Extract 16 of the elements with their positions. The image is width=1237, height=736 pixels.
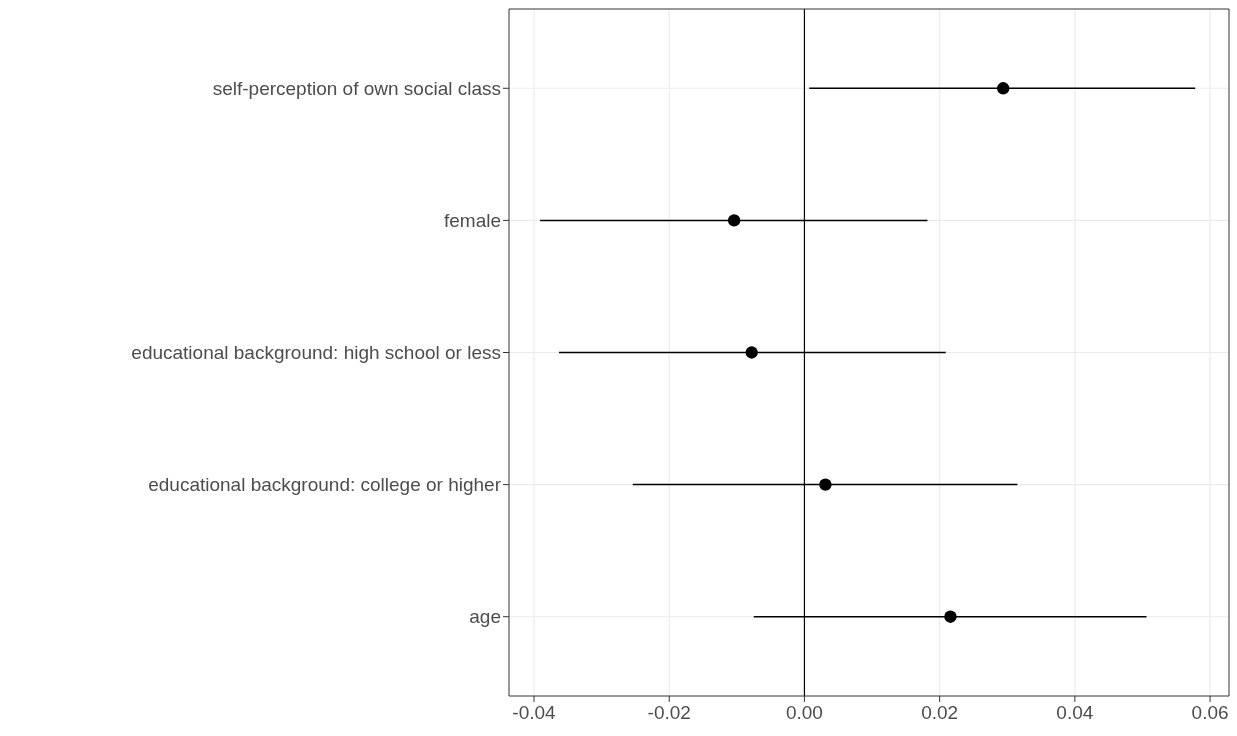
y-tick-label: educational background: college or higher <box>148 474 502 496</box>
y-tick-label: self-perception of own social class <box>212 78 501 100</box>
point <box>745 346 758 359</box>
x-tick-label: -0.04 <box>512 702 557 724</box>
x-tick-label: 0.06 <box>1191 702 1229 724</box>
y-tick-label: female <box>443 210 501 232</box>
point <box>997 82 1010 95</box>
x-tick-label: -0.02 <box>647 702 691 724</box>
x-tick-label: 0.04 <box>1056 702 1094 724</box>
y-tick-label: age <box>469 606 501 628</box>
x-tick-label: 0.02 <box>921 702 959 724</box>
x-tick-label: 0.00 <box>785 702 823 724</box>
point <box>727 214 741 227</box>
point <box>819 478 832 491</box>
y-tick-label: educational background: high school or less <box>131 342 501 364</box>
point <box>944 610 957 623</box>
